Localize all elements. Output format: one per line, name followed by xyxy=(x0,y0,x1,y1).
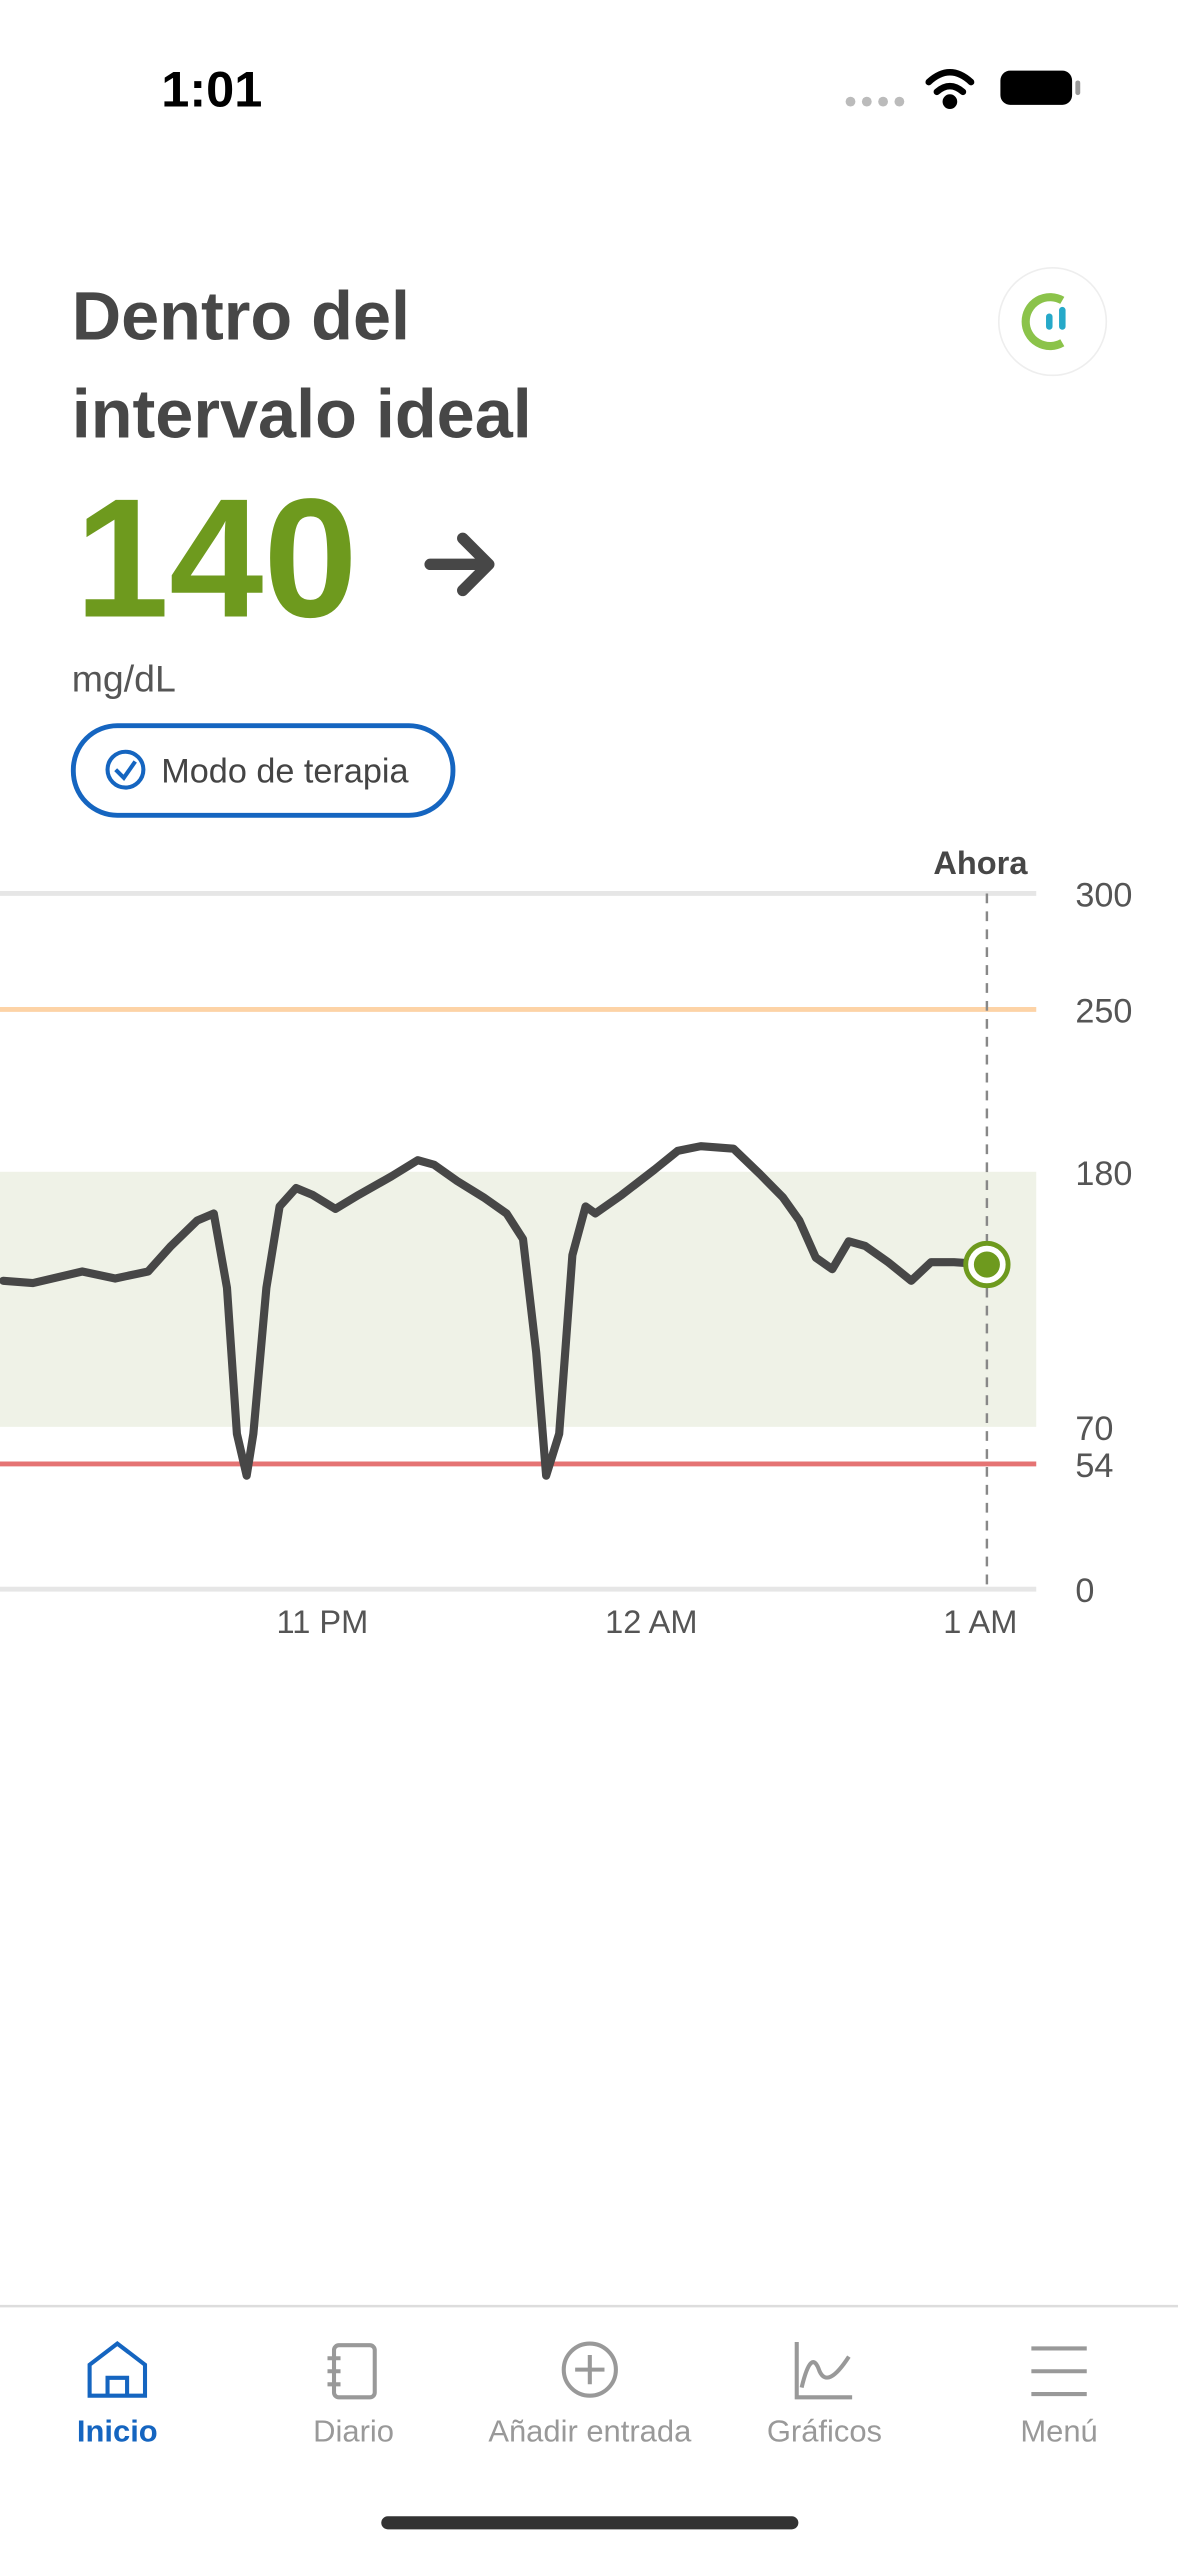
home-indicator xyxy=(381,2516,799,2530)
logo-button[interactable] xyxy=(997,267,1108,377)
unit: mg/dL xyxy=(72,657,176,699)
y-tick-label: 70 xyxy=(1075,1410,1113,1448)
logo-circle[interactable] xyxy=(997,267,1108,377)
tab-label[interactable]: Añadir entrada xyxy=(488,2413,692,2448)
x-tick-label: 12 AM xyxy=(605,1604,697,1640)
diary-rings xyxy=(327,2356,341,2387)
battery xyxy=(1000,70,1081,105)
tab-icons xyxy=(87,2341,1087,2400)
badge-icon xyxy=(105,749,146,790)
target-range xyxy=(0,1171,1037,1427)
badge-label[interactable]: Modo de terapia xyxy=(161,753,409,791)
tab-labels: Inicio Diario Añadir entrada Gráficos Menú xyxy=(77,2413,1098,2448)
trend-arrow xyxy=(424,532,495,597)
tab-label[interactable]: Inicio xyxy=(77,2413,158,2448)
y-tick-label: 250 xyxy=(1075,992,1132,1030)
now-label: Ahora xyxy=(933,845,1028,881)
menu-icon xyxy=(1031,2346,1087,2397)
logo-arc xyxy=(1021,293,1065,351)
charts-icon xyxy=(794,2341,853,2400)
y-tick-label: 54 xyxy=(1075,1447,1113,1485)
badge-outline[interactable] xyxy=(70,723,456,818)
status-line: Dentro del xyxy=(72,278,410,355)
x-tick-label: 1 AM xyxy=(943,1604,1017,1640)
tab-label[interactable]: Menú xyxy=(1020,2413,1097,2448)
current-dot xyxy=(973,1251,1000,1278)
tab-label[interactable]: Gráficos xyxy=(767,2413,882,2448)
badge-check xyxy=(114,760,137,781)
x-tick-label: 11 PM xyxy=(277,1604,369,1640)
glucose-line xyxy=(0,1142,991,1480)
tab-label[interactable]: Diario xyxy=(313,2413,394,2448)
status-line: intervalo ideal xyxy=(72,375,532,452)
add-icon xyxy=(561,2341,618,2398)
glucose-value: 140 xyxy=(75,463,358,652)
logo-bar xyxy=(1059,306,1066,330)
logo-bar xyxy=(1046,313,1053,330)
add-plus xyxy=(575,2354,605,2385)
therapy-badge[interactable]: Modo de terapia xyxy=(70,723,456,818)
signal xyxy=(845,96,905,107)
y-tick-label: 300 xyxy=(1075,877,1132,915)
wifi xyxy=(925,69,975,109)
clock: 1:01 xyxy=(161,61,262,118)
home-icon xyxy=(87,2341,148,2398)
y-tick-label: 180 xyxy=(1075,1155,1132,1193)
y-tick-label: 0 xyxy=(1075,1572,1094,1610)
